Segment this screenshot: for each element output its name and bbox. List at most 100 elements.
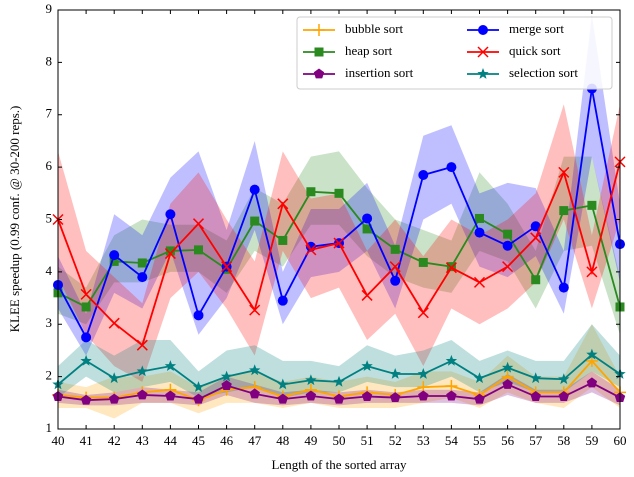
marker	[108, 372, 120, 384]
marker	[249, 388, 260, 399]
x-tick-label: 60	[614, 433, 627, 448]
marker	[192, 381, 205, 392]
marker	[250, 216, 260, 226]
x-tick-label: 47	[248, 433, 262, 448]
y-tick-label: 9	[46, 1, 53, 16]
marker	[559, 206, 569, 216]
marker	[164, 360, 177, 371]
marker	[473, 276, 486, 288]
x-tick-label: 48	[276, 433, 289, 448]
legend-box	[296, 16, 613, 90]
marker	[531, 275, 541, 285]
marker	[136, 365, 148, 377]
marker	[418, 169, 429, 180]
marker	[80, 288, 92, 300]
marker	[390, 392, 401, 402]
marker	[333, 393, 345, 404]
marker	[277, 378, 289, 390]
marker	[362, 224, 372, 234]
marker	[305, 390, 317, 401]
legend: bubble sort heap sort insertion sort merge …	[303, 21, 578, 80]
x-tick-label: 42	[108, 433, 121, 448]
marker	[80, 394, 92, 405]
marker	[586, 348, 598, 360]
y-tick-label: 4	[46, 263, 53, 278]
marker	[334, 188, 344, 198]
x-tick-label: 44	[164, 433, 178, 448]
x-tick-label: 56	[501, 433, 515, 448]
marker	[333, 237, 345, 249]
x-tick-label: 50	[333, 433, 346, 448]
marker	[501, 361, 514, 373]
marker	[475, 213, 484, 223]
marker	[558, 282, 569, 293]
marker	[306, 187, 316, 197]
marker	[530, 232, 542, 244]
marker	[80, 354, 92, 366]
marker	[390, 275, 401, 286]
marker	[165, 246, 175, 256]
marker	[586, 266, 598, 278]
marker	[137, 272, 148, 283]
marker	[530, 391, 541, 401]
marker	[81, 302, 91, 312]
x-tick-label: 40	[52, 433, 65, 448]
marker	[109, 256, 119, 266]
marker	[305, 374, 317, 386]
marker	[474, 227, 485, 238]
x-tick-label: 45	[192, 433, 205, 448]
marker	[446, 162, 457, 173]
x-tick-label: 52	[389, 433, 402, 448]
x-tick-label: 54	[445, 433, 459, 448]
marker	[418, 257, 428, 267]
marker	[530, 221, 541, 232]
marker	[587, 200, 597, 210]
marker	[165, 209, 176, 220]
marker	[249, 304, 261, 316]
x-tick-label: 53	[417, 433, 430, 448]
marker	[389, 261, 401, 273]
marker	[474, 393, 485, 404]
marker	[249, 184, 260, 195]
marker	[478, 25, 488, 35]
marker	[193, 393, 204, 404]
marker	[445, 262, 457, 274]
x-tick-label: 59	[585, 433, 598, 448]
marker	[558, 391, 569, 401]
marker	[192, 218, 205, 230]
marker	[417, 307, 429, 319]
marker	[108, 317, 120, 329]
marker	[109, 250, 120, 261]
marker	[165, 390, 176, 401]
y-tick-label: 6	[46, 158, 53, 173]
marker	[221, 380, 232, 390]
marker	[333, 375, 345, 387]
y-tick-label: 7	[46, 106, 53, 121]
marker	[313, 68, 325, 79]
marker	[220, 370, 233, 382]
marker	[313, 24, 325, 36]
y-tick-label: 2	[46, 368, 53, 383]
x-tick-label: 49	[304, 433, 317, 448]
marker	[305, 244, 317, 256]
legend-label: selection sort	[509, 65, 578, 80]
marker	[137, 258, 147, 268]
x-tick-label: 58	[557, 433, 570, 448]
marker	[477, 68, 489, 79]
x-tick-label: 43	[136, 433, 149, 448]
y-tick-label: 1	[46, 420, 53, 435]
marker	[417, 368, 429, 379]
legend-label: bubble sort	[345, 21, 404, 36]
axes: 40 41 42 43 44 45 46 47 48 49 50 51 52 53 54 55 56 57 58 59…	[46, 1, 627, 448]
marker	[136, 339, 148, 351]
marker	[389, 368, 401, 379]
marker	[277, 393, 288, 404]
marker	[446, 390, 457, 401]
marker	[194, 245, 203, 255]
marker	[361, 360, 373, 371]
x-tick-label: 51	[361, 433, 374, 448]
y-tick-label: 5	[46, 210, 53, 225]
marker	[473, 372, 486, 384]
marker	[278, 235, 288, 245]
